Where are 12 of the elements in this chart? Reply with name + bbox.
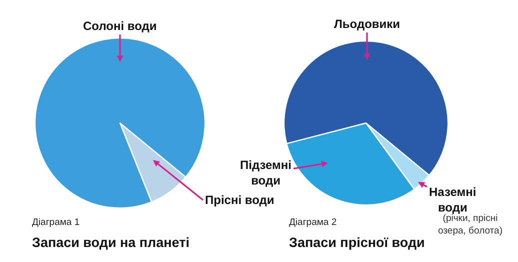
- text: Діаграма 1: [32, 217, 80, 228]
- text: Запаси води на планеті: [32, 235, 190, 250]
- slice-label: Підземні води: [240, 158, 292, 188]
- text: (річки, прісні озера, болота): [438, 213, 502, 236]
- slice-label: Прісні води: [205, 193, 274, 207]
- slice-label: Солоні води: [83, 19, 157, 33]
- text: Запаси прісної води: [289, 235, 425, 250]
- pie-slice: [34, 38, 206, 209]
- slice-label: Наземні води: [429, 185, 476, 215]
- slice-label: Льодовики: [334, 17, 400, 31]
- text: Діаграма 2: [289, 217, 337, 228]
- pie-slice: [119, 122, 186, 203]
